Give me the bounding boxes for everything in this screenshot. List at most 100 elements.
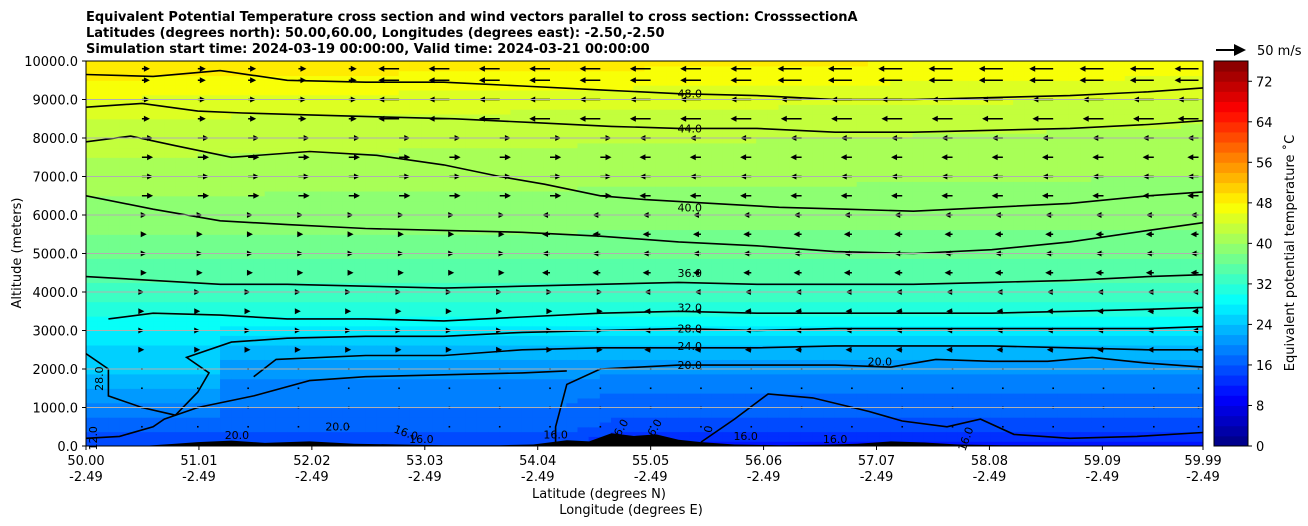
field-cell — [465, 330, 478, 336]
field-cell — [543, 147, 556, 154]
field-cell — [711, 349, 724, 356]
field-cell — [275, 70, 288, 77]
field-cell — [309, 75, 322, 81]
field-cell — [197, 234, 210, 240]
field-cell — [376, 109, 389, 115]
field-cell — [733, 272, 746, 279]
field-cell — [521, 292, 534, 298]
field-cell — [588, 239, 601, 245]
field-cell — [432, 195, 445, 202]
field-cell — [421, 224, 433, 231]
field-cell — [108, 441, 121, 446]
field-cell — [454, 325, 467, 332]
field-cell — [264, 431, 277, 437]
field-cell — [398, 200, 411, 206]
field-cell — [767, 292, 780, 298]
field-cell — [86, 205, 98, 211]
field-cell — [287, 85, 299, 91]
field-cell — [119, 133, 132, 139]
field-cell — [354, 89, 366, 96]
field-cell — [510, 436, 523, 442]
field-cell — [354, 335, 366, 341]
field-cell — [331, 234, 344, 240]
field-cell — [521, 75, 534, 81]
field-cell — [231, 243, 243, 250]
field-cell — [510, 152, 523, 158]
field-cell — [119, 253, 132, 259]
field-cell — [365, 340, 378, 346]
field-cell — [756, 378, 768, 385]
field-cell — [633, 272, 646, 279]
field-cell — [488, 369, 500, 375]
field-cell — [421, 128, 433, 134]
field-cell — [655, 186, 668, 192]
field-cell — [153, 335, 165, 341]
field-cell — [253, 109, 266, 115]
field-cell — [387, 383, 400, 389]
field-cell — [499, 186, 512, 192]
field-cell — [97, 239, 109, 245]
field-cell — [220, 258, 232, 264]
field-cell — [309, 364, 322, 370]
field-cell — [599, 272, 612, 279]
field-cell — [767, 186, 780, 192]
field-cell — [130, 311, 143, 317]
field-cell — [331, 195, 344, 202]
field-cell — [153, 397, 165, 404]
field-cell — [398, 441, 411, 446]
field-cell — [588, 109, 601, 115]
field-cell — [309, 118, 322, 125]
field-cell — [208, 243, 221, 250]
field-cell — [767, 349, 780, 356]
field-cell — [309, 301, 322, 308]
field-cell — [164, 388, 176, 394]
field-cell — [711, 65, 724, 72]
field-cell — [264, 340, 277, 346]
field-cell — [186, 335, 199, 341]
field-cell — [242, 75, 255, 81]
field-cell — [409, 267, 422, 274]
field-cell — [443, 239, 456, 245]
field-cell — [164, 253, 176, 259]
field-cell — [610, 354, 623, 360]
field-cell — [521, 320, 534, 327]
field-cell — [398, 330, 411, 336]
field-cell — [97, 316, 109, 322]
field-cell — [331, 263, 344, 269]
field-cell — [197, 383, 210, 389]
field-cell — [733, 320, 746, 327]
field-cell — [432, 421, 445, 428]
field-cell — [756, 359, 768, 365]
field-cell — [454, 417, 467, 423]
field-cell — [231, 118, 243, 125]
field-cell — [264, 373, 277, 380]
field-cell — [342, 263, 355, 269]
field-cell — [365, 99, 378, 105]
field-cell — [298, 99, 310, 105]
field-cell — [86, 195, 98, 202]
field-cell — [476, 436, 489, 442]
field-cell — [733, 166, 746, 173]
field-cell — [521, 412, 534, 418]
field-cell — [387, 311, 400, 317]
field-cell — [454, 138, 467, 144]
field-cell — [566, 176, 579, 182]
field-cell — [86, 267, 98, 274]
field-cell — [342, 205, 355, 211]
field-cell — [409, 65, 422, 72]
field-cell — [733, 142, 746, 149]
field-cell — [130, 316, 143, 322]
field-cell — [365, 277, 378, 283]
field-cell — [510, 157, 523, 163]
field-cell — [476, 306, 489, 312]
field-cell — [164, 364, 176, 370]
field-cell — [387, 138, 400, 144]
field-cell — [610, 186, 623, 192]
field-cell — [309, 200, 322, 206]
field-cell — [153, 162, 165, 168]
field-cell — [745, 263, 757, 269]
field-cell — [153, 258, 165, 264]
field-cell — [476, 85, 489, 91]
field-cell — [220, 267, 232, 274]
field-cell — [275, 267, 288, 274]
